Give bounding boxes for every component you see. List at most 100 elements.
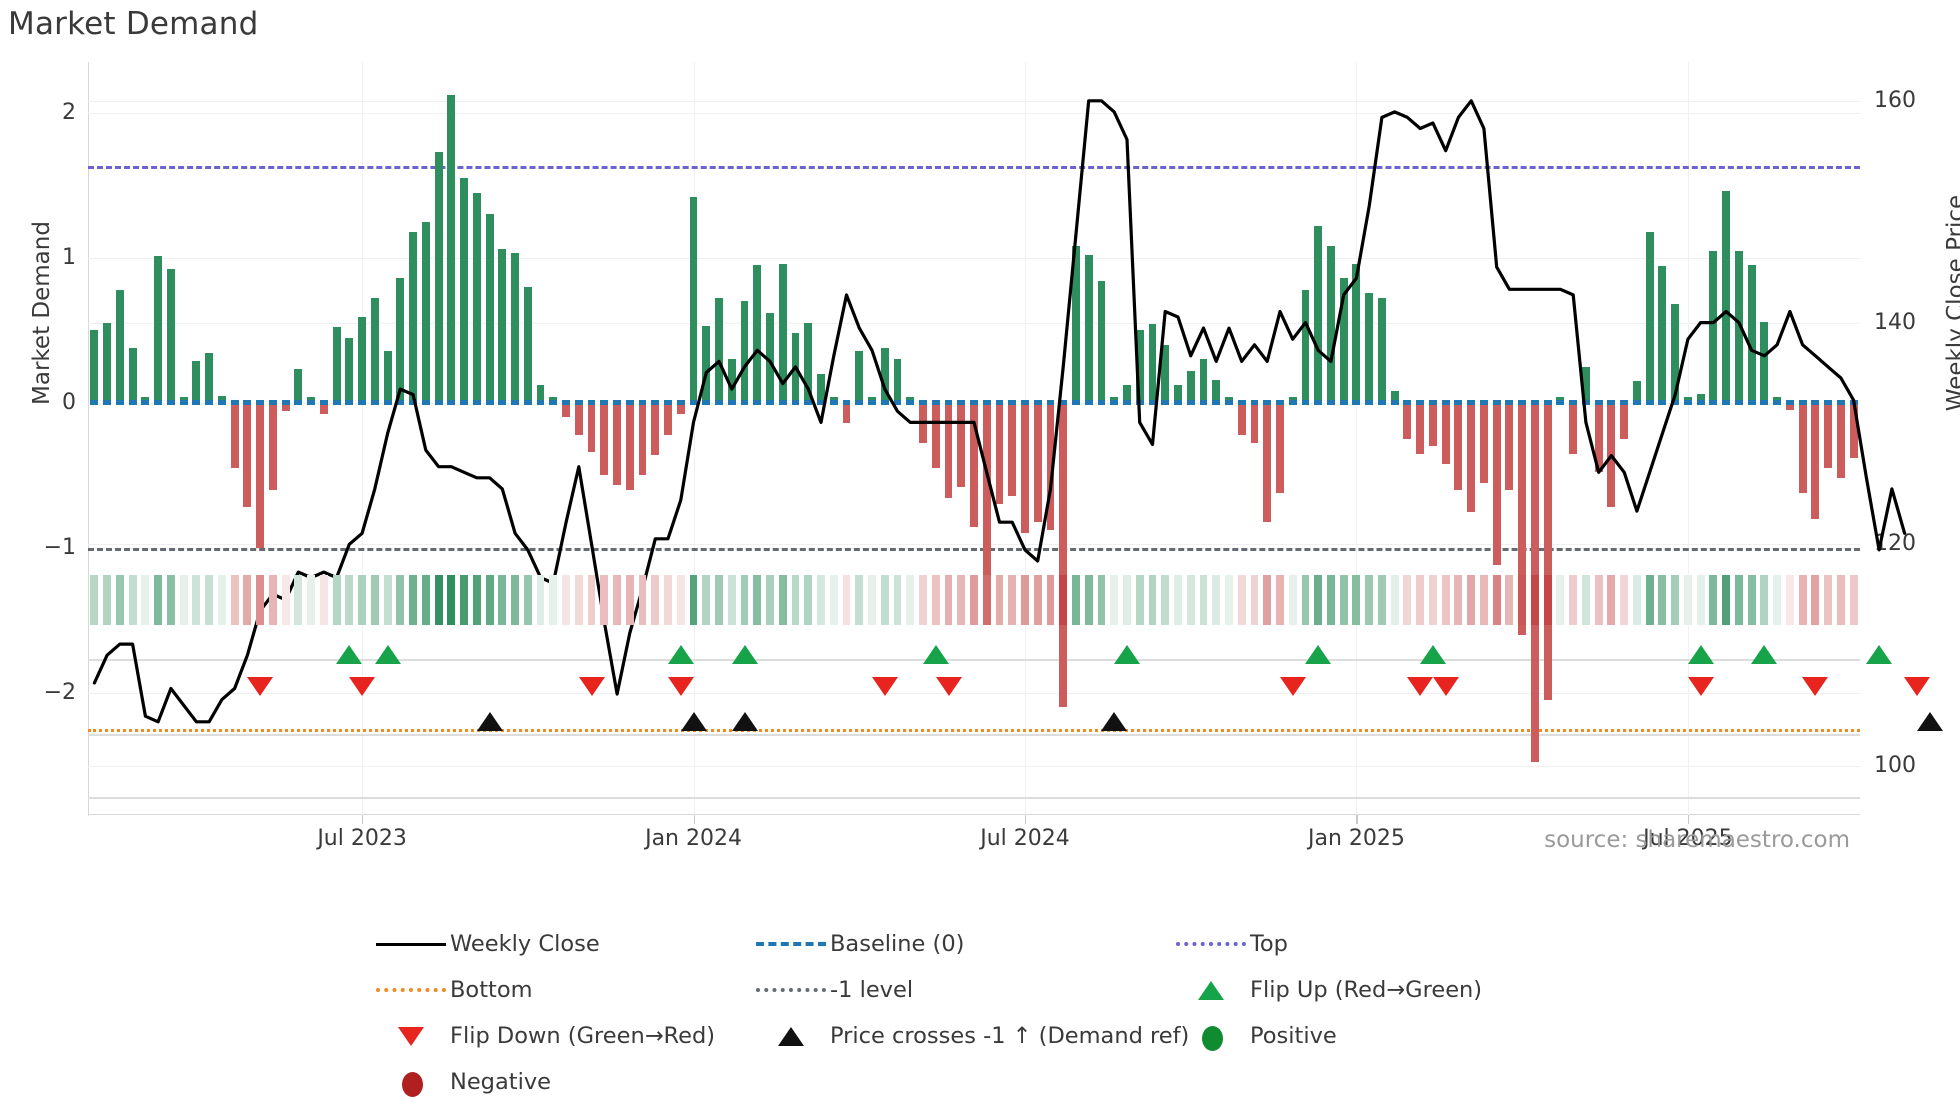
- triangle-up-icon: [752, 1019, 830, 1053]
- baseline-segment: [1314, 400, 1323, 406]
- heat-cell: [1569, 575, 1578, 625]
- heat-cell: [1492, 575, 1501, 625]
- heat-cell: [1645, 575, 1654, 625]
- legend-item[interactable]: Top: [1172, 925, 1572, 963]
- legend-item[interactable]: -1 level: [752, 971, 1172, 1009]
- demand-bar: [804, 323, 813, 403]
- legend-item-label: Positive: [1250, 1023, 1337, 1049]
- heat-cell: [1607, 575, 1616, 625]
- demand-bar: [1632, 381, 1641, 403]
- flip-down-marker: [1687, 677, 1714, 696]
- y-tick-label-left: −2: [43, 679, 76, 705]
- baseline-segment: [651, 400, 660, 406]
- heat-cell: [1530, 575, 1539, 625]
- heat-cell: [1326, 575, 1335, 625]
- heat-cell: [600, 575, 609, 625]
- baseline-segment: [1033, 400, 1042, 406]
- demand-bar: [1352, 263, 1361, 403]
- x-tick-mark: [362, 815, 364, 824]
- baseline-segment: [154, 400, 163, 406]
- heat-cell: [931, 575, 940, 625]
- demand-bar: [1441, 402, 1450, 464]
- legend-item-label: Price crosses -1 ↑ (Demand ref): [830, 1023, 1190, 1049]
- legend-item-label: -1 level: [830, 977, 914, 1003]
- legend-item[interactable]: Flip Down (Green→Red): [372, 1017, 752, 1055]
- demand-bar: [1760, 321, 1769, 403]
- heat-cell: [766, 575, 774, 625]
- heat-cell: [1212, 575, 1221, 625]
- legend-item[interactable]: Negative: [372, 1063, 752, 1101]
- heat-cell: [1811, 575, 1820, 625]
- baseline-segment: [536, 400, 545, 406]
- baseline-segment: [1199, 400, 1208, 406]
- gridline: [693, 62, 695, 816]
- demand-bar: [115, 289, 124, 403]
- baseline-segment: [1530, 400, 1539, 406]
- demand-bar: [103, 323, 112, 403]
- baseline-segment: [1377, 400, 1386, 406]
- heat-cell: [1377, 575, 1386, 625]
- legend-item[interactable]: Flip Up (Red→Green): [1172, 971, 1572, 1009]
- demand-bar: [829, 396, 838, 403]
- baseline-segment: [1479, 400, 1488, 406]
- flip-up-marker: [1113, 645, 1140, 664]
- gridline: [88, 322, 1860, 324]
- demand-bar: [396, 278, 405, 403]
- x-tick-label: Jul 2023: [317, 826, 407, 851]
- demand-bar: [358, 317, 367, 403]
- demand-bar: [447, 95, 456, 403]
- demand-bar: [1569, 402, 1578, 454]
- demand-bar: [141, 396, 150, 403]
- legend-item[interactable]: Bottom: [372, 971, 752, 1009]
- gridline: [88, 112, 1860, 114]
- heat-cell: [1734, 575, 1743, 625]
- demand-bar: [944, 402, 953, 499]
- baseline-segment: [1569, 400, 1578, 406]
- heat-cell: [1760, 575, 1769, 625]
- baseline-segment: [230, 400, 239, 406]
- legend-item[interactable]: Baseline (0): [752, 925, 1172, 963]
- heat-cell: [409, 575, 418, 625]
- legend-item[interactable]: Weekly Close: [372, 925, 752, 963]
- demand-bar: [472, 192, 481, 403]
- circle-icon: [372, 1065, 450, 1099]
- heat-cell: [1161, 575, 1170, 625]
- heat-cell: [1186, 575, 1195, 625]
- baseline-segment: [1403, 400, 1412, 406]
- demand-bar: [128, 347, 137, 403]
- heat-cell: [702, 575, 711, 625]
- baseline-segment: [345, 400, 354, 406]
- baseline-segment: [1607, 400, 1616, 406]
- demand-bar: [179, 396, 188, 403]
- heat-cell: [855, 575, 864, 625]
- baseline-segment: [689, 400, 698, 406]
- flip-down-marker: [1407, 677, 1434, 696]
- demand-bar: [1658, 266, 1667, 403]
- demand-bar: [1135, 330, 1144, 403]
- baseline-segment: [1492, 400, 1501, 406]
- baseline-segment: [817, 400, 825, 406]
- baseline-segment: [319, 400, 328, 406]
- baseline-segment: [1186, 400, 1195, 406]
- heat-cell: [256, 575, 265, 625]
- legend-item[interactable]: Price crosses -1 ↑ (Demand ref): [752, 1017, 1189, 1055]
- baseline-segment: [1276, 400, 1284, 406]
- baseline-segment: [115, 400, 124, 406]
- chart-legend: Weekly Close Baseline (0) Top Bottom -1 leve…: [372, 925, 1672, 1101]
- demand-bar: [1594, 402, 1603, 473]
- demand-bar: [931, 402, 940, 468]
- demand-heat-strip: [88, 575, 1860, 625]
- baseline-segment: [1518, 400, 1527, 406]
- demand-bar: [1301, 289, 1310, 403]
- baseline-segment: [664, 400, 672, 406]
- legend-item[interactable]: Positive: [1172, 1017, 1572, 1055]
- heat-cell: [1084, 575, 1093, 625]
- demand-bar: [1046, 402, 1055, 531]
- heat-cell: [715, 575, 723, 625]
- baseline-segment: [1709, 400, 1718, 406]
- demand-bar: [906, 396, 915, 403]
- heat-cell: [498, 575, 507, 625]
- baseline-segment: [1543, 400, 1552, 406]
- baseline-segment: [1734, 400, 1743, 406]
